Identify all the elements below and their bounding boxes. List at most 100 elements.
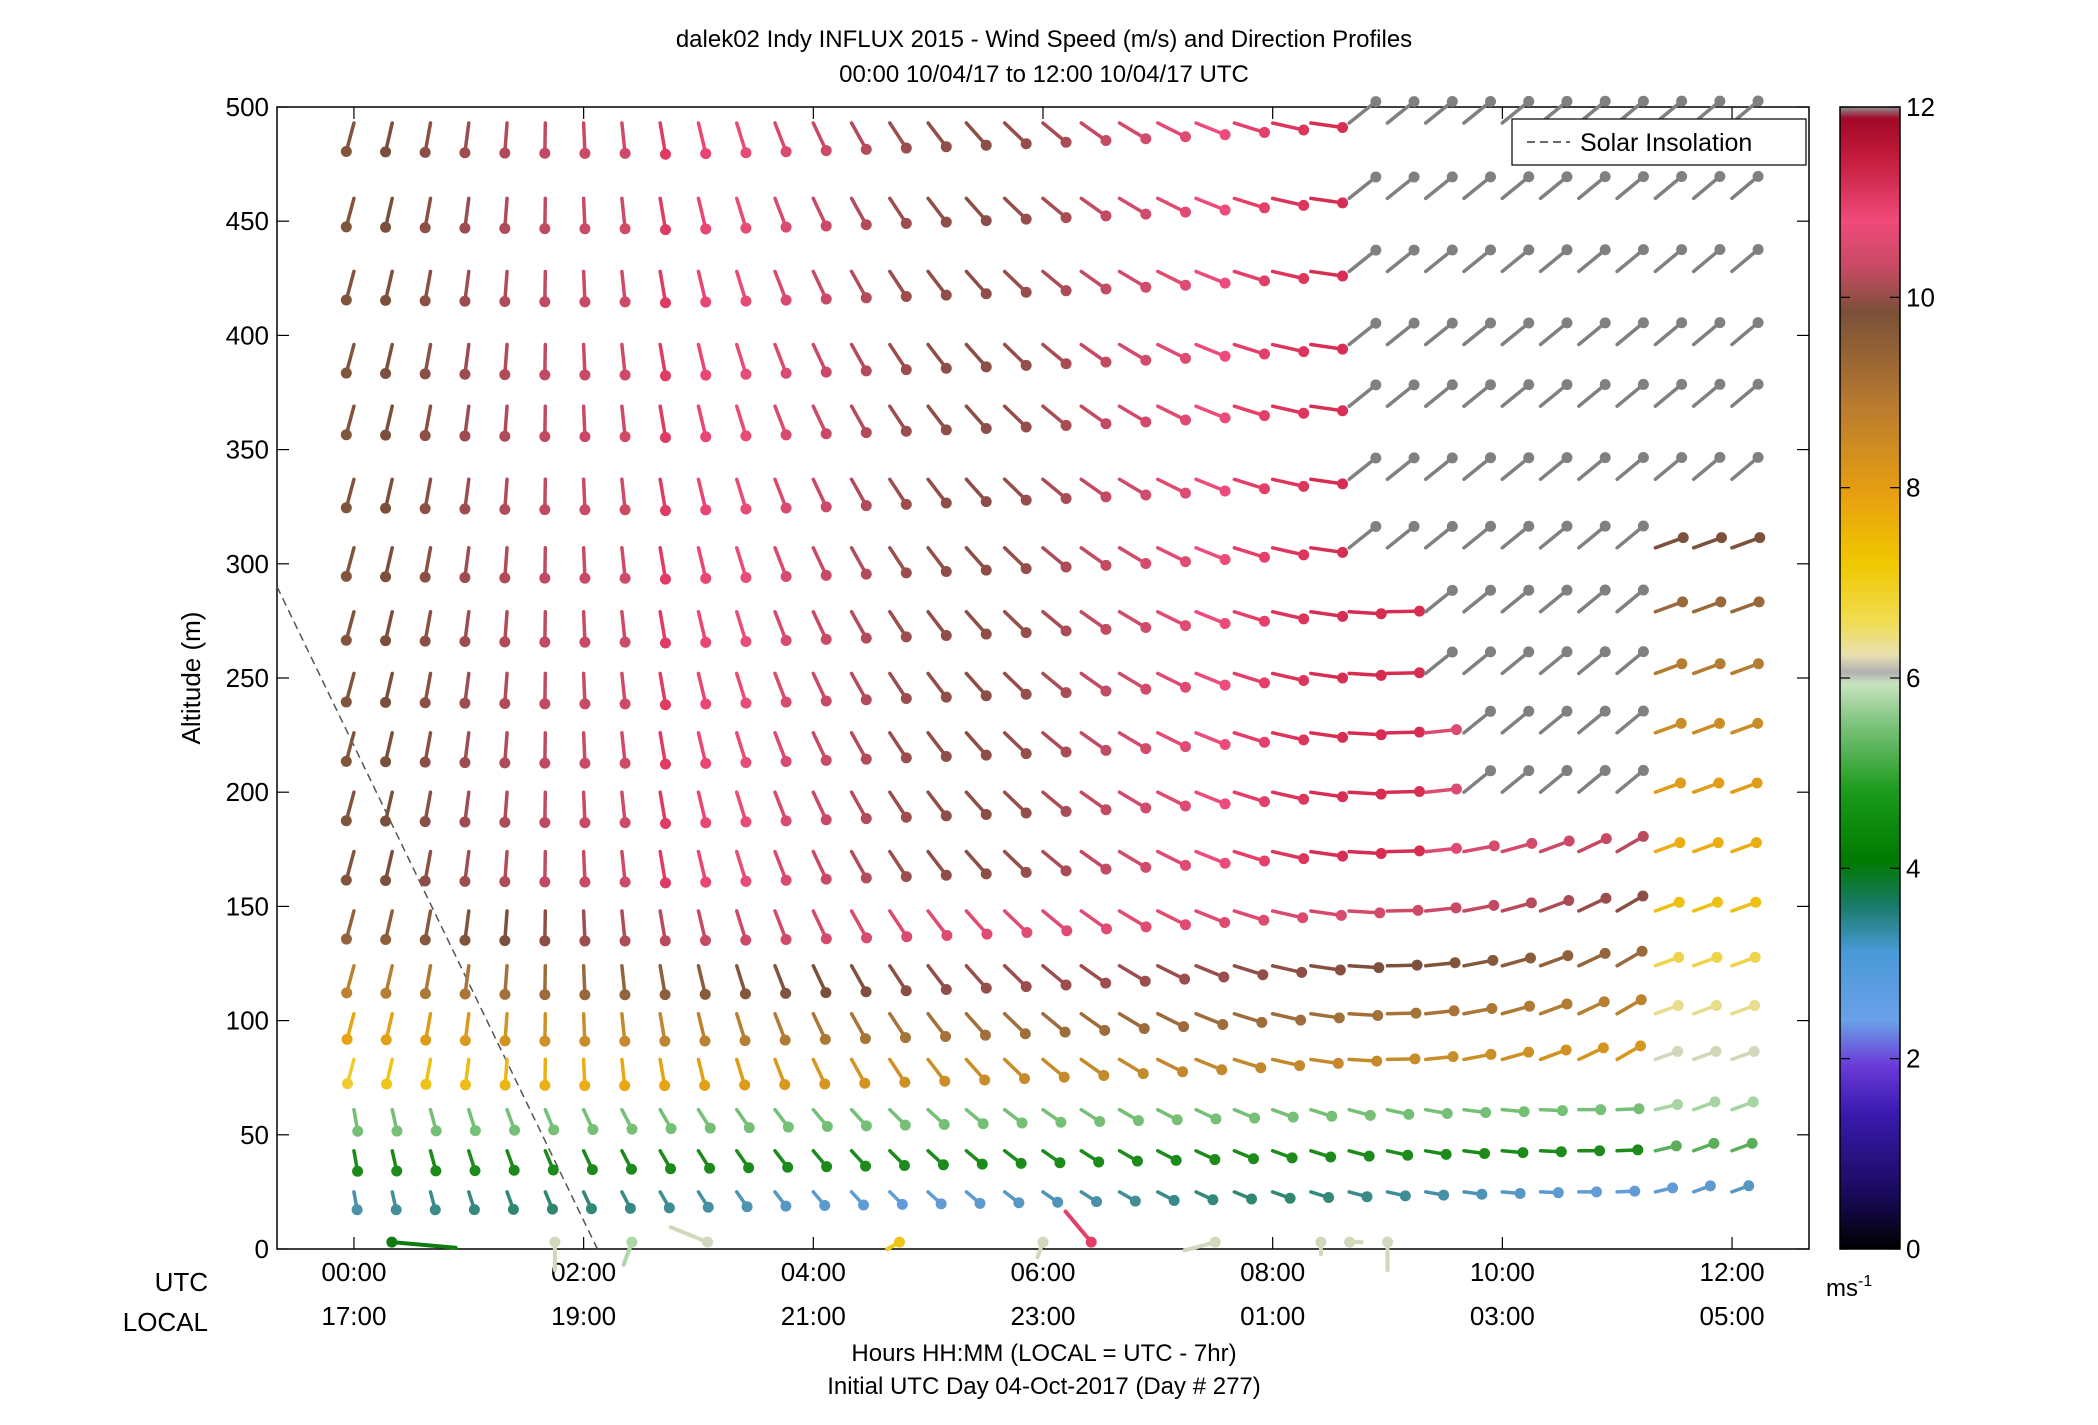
wind-vector-head <box>780 146 792 158</box>
colorbar-tick-label: 8 <box>1906 473 1920 503</box>
surface-wind-vector <box>1182 1236 1221 1253</box>
wind-vector-shaft <box>1385 99 1416 125</box>
utc-tick-label: 12:00 <box>1700 1257 1765 1287</box>
wind-vector-head <box>1518 1106 1530 1118</box>
wind-vector-head <box>1140 281 1152 293</box>
wind-vector-head <box>1749 999 1761 1011</box>
wind-vector <box>1117 269 1152 293</box>
wind-vector <box>888 1011 911 1044</box>
wind-vector <box>773 546 792 583</box>
wind-vector <box>696 121 712 160</box>
wind-vector-head <box>1020 421 1032 433</box>
wind-vector <box>658 671 671 711</box>
wind-vector <box>579 790 591 829</box>
wind-vector <box>579 196 591 235</box>
wind-vector-head <box>860 427 872 439</box>
wind-vector-head <box>976 1158 988 1170</box>
wind-vector <box>1730 243 1764 274</box>
wind-vector-head <box>1485 584 1497 596</box>
wind-vector-head <box>1335 909 1347 921</box>
wind-vector-head <box>780 571 792 583</box>
wind-vector-head <box>940 497 952 509</box>
y-tick-label: 400 <box>226 320 269 350</box>
wind-vector-head <box>340 570 352 582</box>
wind-vector <box>1500 765 1535 794</box>
wind-vector-head <box>1485 379 1497 391</box>
wind-vector <box>1347 669 1387 681</box>
wind-vector-head <box>901 931 913 943</box>
wind-vector <box>1653 1098 1683 1112</box>
wind-vector <box>1462 1188 1488 1200</box>
wind-vector-head <box>1298 480 1310 492</box>
wind-vector-head <box>739 1035 751 1047</box>
y-tick-label: 250 <box>226 663 269 693</box>
wind-vector-shaft <box>1615 174 1646 201</box>
wind-vector <box>1194 404 1231 424</box>
wind-vector <box>1270 404 1310 419</box>
wind-vector-head <box>419 756 431 768</box>
wind-vector <box>1232 849 1270 867</box>
wind-vector-head <box>1552 1187 1564 1199</box>
wind-vector-head <box>1485 520 1497 532</box>
utc-tick-label: 06:00 <box>1010 1257 1075 1287</box>
wind-vector <box>1156 546 1191 568</box>
wind-vector-head <box>619 876 631 888</box>
wind-vector-head <box>780 221 792 233</box>
wind-vector <box>351 1190 363 1216</box>
wind-vector-head <box>1561 520 1573 532</box>
wind-vector <box>1385 379 1420 408</box>
wind-vector-head <box>1637 171 1649 183</box>
wind-vector <box>1653 777 1687 794</box>
wind-vector <box>1730 999 1761 1016</box>
wind-vector-head <box>780 429 792 441</box>
wind-vector <box>888 849 912 883</box>
wind-vector-head <box>1450 842 1462 854</box>
wind-vector-head <box>699 935 711 947</box>
wind-vector <box>1423 1051 1459 1063</box>
wind-vector <box>539 731 551 769</box>
wind-vector <box>381 1057 394 1090</box>
wind-vector <box>1462 705 1497 735</box>
wind-vector <box>1615 830 1649 854</box>
wind-vector-head <box>539 296 551 308</box>
wind-vector <box>696 1107 716 1134</box>
wind-vector <box>696 342 712 381</box>
wind-vector <box>1041 269 1072 297</box>
wind-vector-shaft <box>1730 320 1760 347</box>
wind-vector-head <box>1177 1066 1189 1078</box>
wind-vector <box>964 790 992 820</box>
wind-vector-head <box>740 368 752 380</box>
wind-vector <box>459 909 471 946</box>
wind-vector-shaft <box>1423 321 1455 347</box>
wind-vector-head <box>900 567 912 579</box>
wind-vector-head <box>1409 1053 1421 1065</box>
wind-vector <box>734 671 752 709</box>
wind-vector-head <box>1713 777 1725 789</box>
wind-vector-head <box>740 572 752 584</box>
colorbar-unit-label: ms-1 <box>1826 1273 1872 1302</box>
wind-vector-shaft <box>1538 709 1569 735</box>
wind-vector-head <box>659 148 671 160</box>
wind-vector-head <box>1020 494 1032 506</box>
wind-vector-head <box>1560 1044 1572 1056</box>
wind-vector <box>1232 1149 1259 1165</box>
wind-vector-head <box>1561 998 1573 1010</box>
wind-vector-head <box>1020 563 1032 575</box>
wind-vector-head <box>860 292 872 304</box>
wind-vector-head <box>780 696 792 708</box>
legend-label-solar: Solar Insolation <box>1580 129 1752 157</box>
wind-vector <box>1385 452 1420 482</box>
wind-vector-head <box>1337 672 1349 684</box>
wind-vector <box>1538 244 1573 274</box>
wind-vector-head <box>820 695 832 707</box>
wind-vector-head <box>740 816 752 828</box>
wind-vector <box>696 404 712 443</box>
wind-vector <box>658 1057 671 1092</box>
wind-vector-head <box>1298 734 1310 746</box>
wind-vector-head <box>1413 605 1425 617</box>
wind-vector-head <box>1750 896 1762 908</box>
surface-wind-head <box>1344 1236 1356 1248</box>
wind-vector-head <box>900 752 912 764</box>
wind-vector-head <box>1629 1185 1641 1197</box>
wind-vector-head <box>820 814 832 826</box>
